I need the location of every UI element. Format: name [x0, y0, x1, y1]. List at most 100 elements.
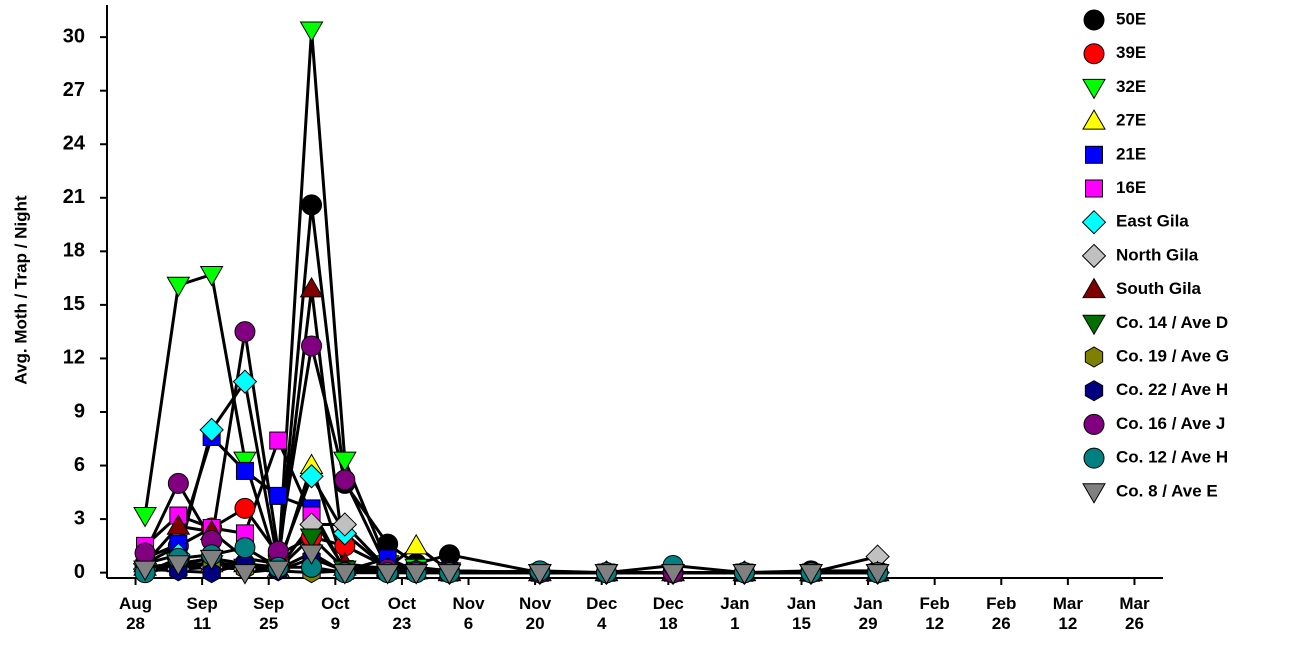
data-point	[167, 472, 189, 494]
legend-marker	[1081, 243, 1107, 269]
x-tick-label: Mar 12	[1053, 594, 1084, 633]
data-point	[334, 469, 356, 491]
legend-marker	[1083, 43, 1105, 65]
x-tick-label: Mar 26	[1119, 594, 1150, 633]
data-point	[437, 564, 462, 585]
y-tick-label: 0	[74, 561, 85, 583]
data-point	[299, 464, 324, 489]
series-line	[143, 28, 878, 575]
data-point	[134, 542, 156, 564]
x-tick-label: Feb 26	[986, 594, 1016, 633]
legend-item: East Gila	[1081, 209, 1189, 235]
data-point	[199, 266, 224, 287]
legend-label: 32E	[1116, 77, 1146, 96]
data-point	[234, 321, 256, 343]
x-tick-label: Jan 15	[787, 594, 816, 633]
legend-item: 39E	[1083, 43, 1146, 65]
legend-item: 32E	[1082, 77, 1146, 100]
data-point	[133, 507, 157, 528]
legend-marker	[1081, 209, 1107, 235]
legend-marker	[1083, 447, 1105, 469]
x-tick-label: Dec 18	[653, 594, 684, 633]
data-point	[799, 564, 823, 585]
data-point	[133, 560, 157, 582]
data-point	[332, 564, 357, 585]
legend-item: 27E	[1082, 109, 1146, 130]
legend-marker	[1085, 145, 1103, 164]
y-tick-label: 21	[63, 186, 85, 208]
y-tick-label: 15	[63, 293, 85, 315]
legend-label: Co. 14 / Ave D	[1116, 313, 1228, 332]
data-point	[332, 512, 358, 537]
data-point	[233, 451, 257, 473]
data-point	[166, 276, 191, 298]
legend-marker	[1085, 179, 1103, 198]
legend-marker	[1082, 483, 1106, 504]
legend-item: Co. 22 / Ave H	[1084, 380, 1228, 402]
legend-item: South Gila	[1082, 277, 1202, 299]
legend-label: South Gila	[1116, 279, 1202, 298]
y-tick-label: 24	[63, 133, 86, 155]
legend-label: North Gila	[1116, 245, 1199, 264]
data-point	[234, 537, 256, 559]
legend-label: East Gila	[1116, 212, 1189, 231]
series-line	[144, 464, 878, 575]
y-tick-label: 12	[63, 347, 85, 369]
data-point	[199, 417, 224, 443]
data-point	[332, 451, 357, 473]
data-point	[594, 564, 619, 585]
legend-marker	[1082, 109, 1106, 130]
y-tick-label: 6	[74, 454, 85, 476]
data-point	[235, 461, 254, 480]
legend-marker	[1082, 78, 1106, 100]
legend-marker	[1084, 346, 1104, 368]
legend-item: Co. 14 / Ave D	[1082, 313, 1228, 336]
legend-label: 39E	[1116, 43, 1146, 62]
data-point	[269, 486, 288, 505]
legend-item: Co. 12 / Ave H	[1083, 447, 1228, 469]
legend-label: Co. 16 / Ave J	[1116, 414, 1225, 433]
legend-label: Co. 12 / Ave H	[1116, 448, 1228, 467]
data-point	[202, 562, 221, 584]
legend-marker	[1083, 413, 1105, 435]
data-point	[301, 194, 323, 216]
legend-label: 16E	[1116, 178, 1146, 197]
legend-item: Co. 8 / Ave E	[1082, 481, 1218, 504]
legend-label: Co. 22 / Ave H	[1116, 380, 1228, 399]
x-tick-label: Nov 6	[452, 594, 485, 633]
x-tick-label: Sep 11	[187, 594, 218, 633]
y-tick-label: 30	[63, 25, 85, 47]
x-tick-label: Sep 25	[253, 594, 284, 633]
legend-marker	[1082, 314, 1106, 336]
data-point	[232, 369, 258, 394]
legend-item: 16E	[1085, 178, 1146, 198]
data-point	[732, 564, 757, 585]
legend-marker	[1082, 277, 1106, 299]
legend-label: Co. 19 / Ave G	[1116, 346, 1229, 365]
data-point	[661, 564, 685, 585]
data-point	[266, 560, 291, 582]
data-point	[166, 555, 191, 576]
legend-label: Co. 8 / Ave E	[1116, 481, 1218, 500]
x-tick-label: Jan 29	[853, 594, 882, 633]
legend-item: Co. 16 / Ave J	[1083, 413, 1225, 435]
data-point	[404, 533, 429, 555]
y-tick-label: 27	[63, 79, 85, 101]
data-point	[404, 564, 429, 585]
data-point	[865, 564, 890, 585]
legend-item: Co. 19 / Ave G	[1084, 346, 1229, 368]
x-tick-label: Oct 23	[388, 594, 417, 633]
x-tick-label: Jan 1	[720, 594, 749, 633]
data-point	[166, 514, 191, 535]
data-point	[299, 528, 324, 549]
series-line	[144, 551, 878, 575]
x-tick-label: Dec 4	[586, 594, 617, 633]
y-tick-label: 9	[74, 400, 85, 422]
y-axis-label: Avg. Moth / Trap / Night	[11, 195, 30, 385]
x-tick-label: Nov 20	[519, 594, 552, 633]
x-tick-label: Oct 9	[321, 594, 350, 633]
data-point	[527, 564, 552, 585]
data-point	[375, 564, 400, 585]
data-point	[299, 544, 324, 566]
